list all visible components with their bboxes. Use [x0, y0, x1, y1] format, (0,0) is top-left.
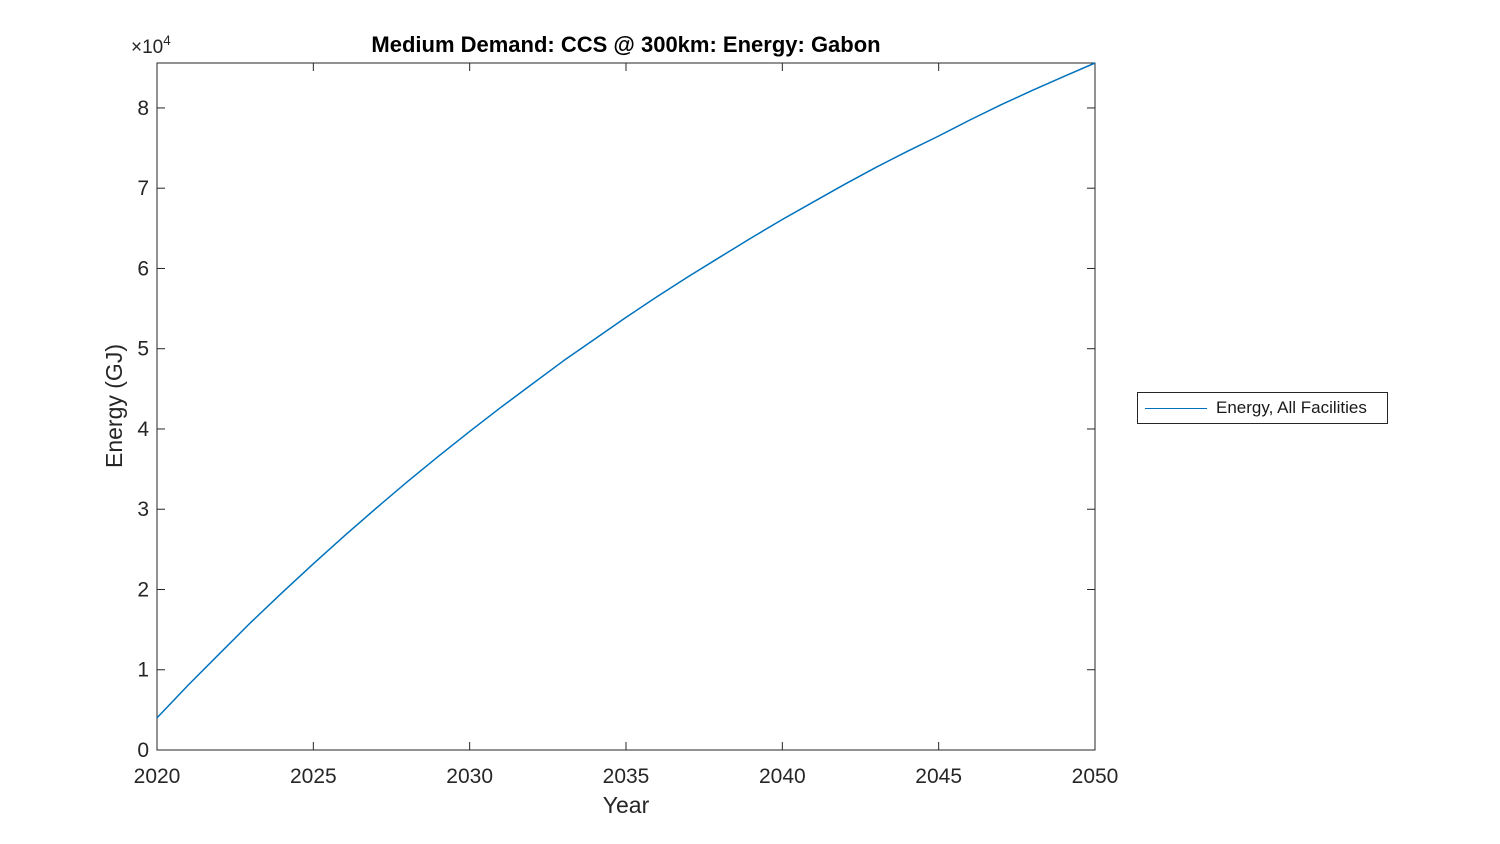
y-axis-exponent-label: ×104 — [131, 33, 171, 58]
exponent-base: ×10 — [131, 37, 163, 58]
y-tick-label: 6 — [137, 257, 149, 280]
x-tick-label: 2040 — [759, 765, 806, 788]
y-tick-label: 3 — [137, 498, 149, 521]
legend[interactable]: Energy, All Facilities — [1137, 392, 1388, 424]
legend-entry-label: Energy, All Facilities — [1216, 398, 1367, 417]
y-tick-label: 7 — [137, 177, 149, 200]
y-tick-label: 2 — [137, 578, 149, 601]
data-line-energy — [156, 62, 1096, 719]
y-tick-label: 4 — [137, 418, 149, 441]
y-tick-label: 5 — [137, 338, 149, 361]
x-tick-label: 2030 — [446, 765, 493, 788]
y-tick-label: 8 — [137, 97, 149, 120]
axes-box — [156, 62, 1096, 751]
y-tick-label: 1 — [137, 659, 149, 682]
y-tick-label: 0 — [137, 739, 149, 762]
exponent-power: 4 — [163, 33, 171, 48]
x-tick-label: 2045 — [915, 765, 962, 788]
x-tick-label: 2050 — [1072, 765, 1119, 788]
chart-title: Medium Demand: CCS @ 300km: Energy: Gabo… — [371, 32, 880, 57]
x-axis-label: Year — [603, 792, 650, 818]
x-tick-label: 2025 — [290, 765, 337, 788]
plot-area: 2020 2025 2030 2035 2040 2045 2050 0 1 2 3 4 5 6 7 8 — [134, 62, 1119, 788]
legend-line-sample-icon — [1145, 407, 1207, 409]
x-tick-label: 2020 — [134, 765, 181, 788]
x-tick-label: 2035 — [603, 765, 650, 788]
y-axis-label: Energy (GJ) — [101, 344, 127, 468]
